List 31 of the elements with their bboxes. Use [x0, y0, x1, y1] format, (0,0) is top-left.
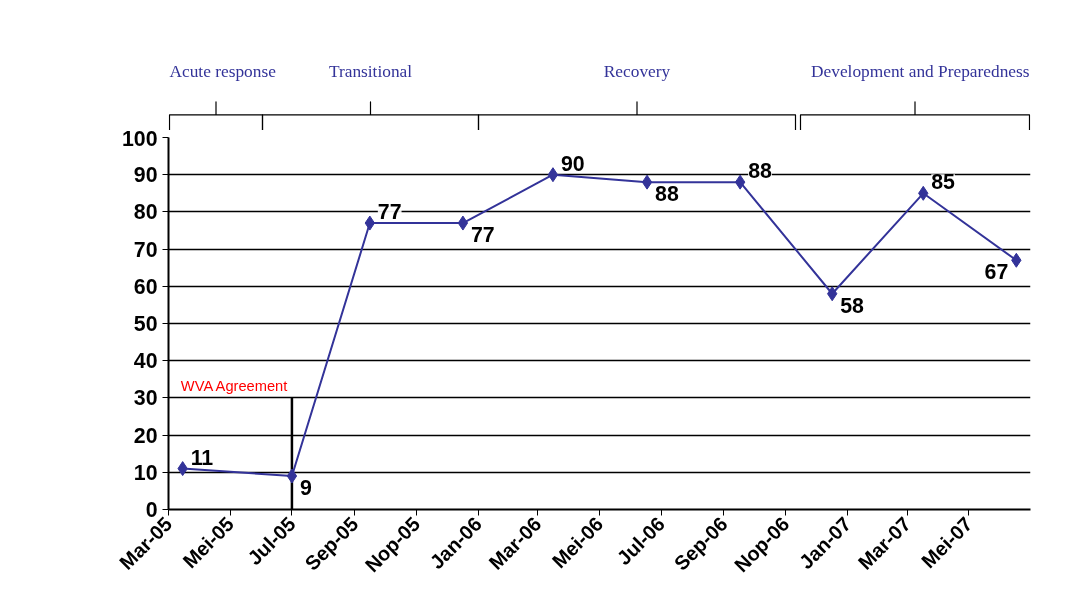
- text: Transitional: [328, 62, 413, 82]
- y-tick-label: 30: [133, 386, 158, 411]
- text: Recovery: [603, 62, 671, 82]
- data-label: 90: [560, 151, 585, 176]
- text: Acute response: [169, 62, 277, 82]
- data-label: 9: [299, 476, 312, 501]
- y-tick-label: 10: [133, 460, 158, 485]
- y-tick-label: 20: [133, 423, 158, 448]
- point: [547, 167, 559, 183]
- y-tick-label: 80: [133, 200, 158, 225]
- point: [734, 174, 746, 190]
- y-tick-label: 100: [121, 126, 158, 151]
- data-label: 11: [190, 445, 214, 470]
- y-tick-label: 90: [133, 163, 158, 188]
- ref-line-label: WVA Agreement: [180, 378, 288, 395]
- y-tick-label: 60: [133, 274, 158, 299]
- data-label: 85: [931, 170, 956, 195]
- point: [641, 174, 653, 190]
- y-tick-label: 50: [133, 312, 158, 336]
- data-label: 88: [748, 159, 772, 184]
- y-tick-label: 40: [133, 349, 158, 374]
- data-label: 77: [377, 200, 402, 225]
- point: [457, 215, 469, 231]
- point: [286, 468, 298, 484]
- data-label: 88: [655, 182, 679, 207]
- text: Development and Preparedness: [811, 62, 1030, 82]
- data-label: 58: [840, 293, 865, 318]
- y-tick-label: 70: [133, 237, 158, 262]
- y-tick-label: 0: [145, 498, 158, 522]
- data-label: 77: [470, 223, 495, 248]
- data-label: 67: [984, 260, 1009, 285]
